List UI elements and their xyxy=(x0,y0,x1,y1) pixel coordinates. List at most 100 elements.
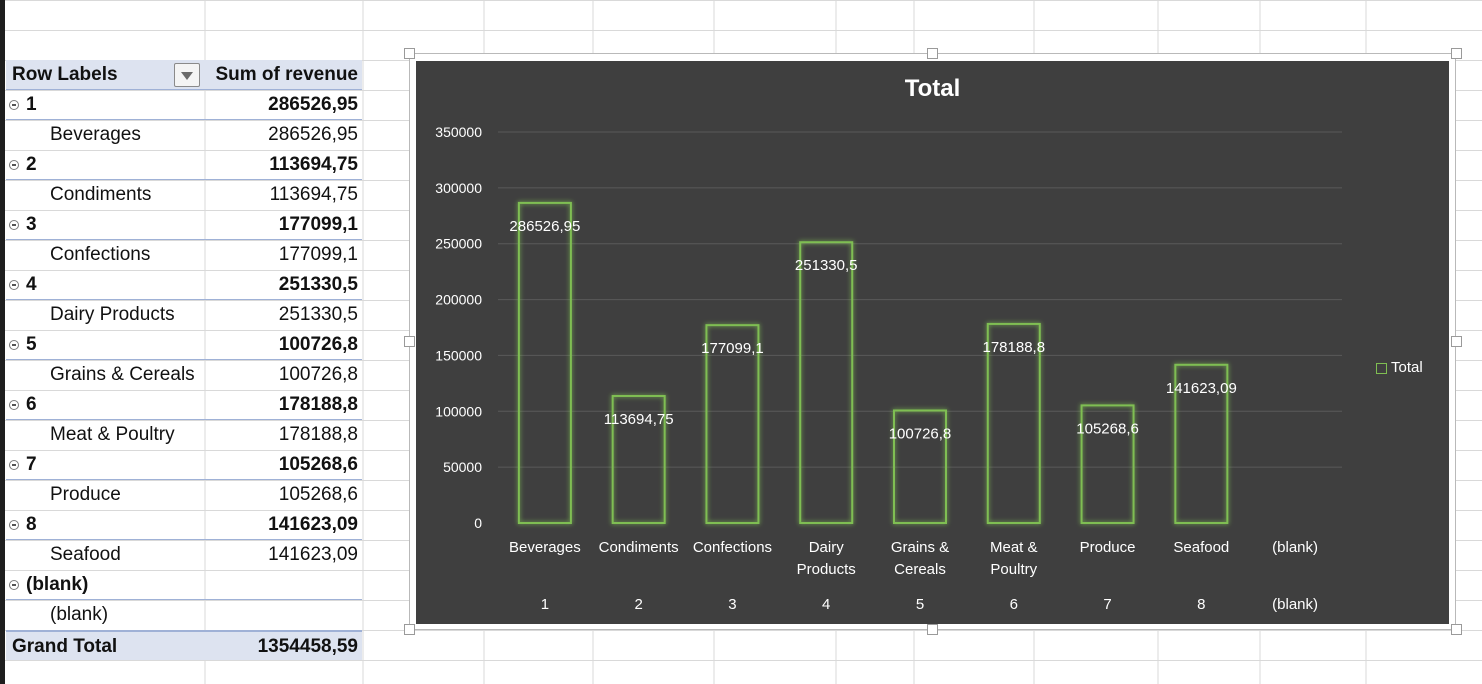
legend-label: Total xyxy=(1391,359,1423,376)
x-outer-category-label: 8 xyxy=(1197,596,1206,613)
resize-handle-bottom-left[interactable] xyxy=(404,624,415,635)
pivot-child-row[interactable]: Dairy Products 251330,5 xyxy=(6,300,362,330)
collapse-icon[interactable] xyxy=(9,100,19,110)
pivot-group-row[interactable]: 7 105268,6 xyxy=(6,450,362,480)
y-tick-label: 350000 xyxy=(435,124,482,140)
x-outer-category-label: 4 xyxy=(822,596,831,613)
child-label: Condiments xyxy=(50,184,152,205)
data-label[interactable]: 113694,75 xyxy=(604,411,674,428)
pivot-child-row[interactable]: Meat & Poultry 178188,8 xyxy=(6,420,362,450)
pivot-child-row[interactable]: Beverages 286526,95 xyxy=(6,120,362,150)
pivot-group-row[interactable]: 3 177099,1 xyxy=(6,210,362,240)
y-tick-label: 100000 xyxy=(435,403,482,419)
y-tick-label: 300000 xyxy=(435,180,482,196)
resize-handle-top-right[interactable] xyxy=(1451,48,1462,59)
group-label: 2 xyxy=(26,154,37,175)
bar[interactable] xyxy=(799,241,854,524)
data-label[interactable]: 141623,09 xyxy=(1166,380,1237,397)
child-value: 178188,8 xyxy=(278,424,358,445)
pivot-chart[interactable]: 0 50000 100000 150000 200000 250000 300000 3500… xyxy=(416,61,1449,624)
bar[interactable] xyxy=(986,322,1041,524)
window-edge xyxy=(0,0,5,684)
child-value: 100726,8 xyxy=(278,364,358,385)
y-tick-label: 50000 xyxy=(443,459,482,475)
group-total: 105268,6 xyxy=(278,454,358,475)
bar[interactable] xyxy=(517,201,572,524)
x-category-label: Beverages xyxy=(509,539,581,556)
collapse-icon[interactable] xyxy=(9,520,19,530)
grand-total-row[interactable]: Grand Total 1354458,59 xyxy=(6,630,362,660)
group-label: 3 xyxy=(26,214,37,235)
pivot-group-row[interactable]: 6 178188,8 xyxy=(6,390,362,420)
data-label[interactable]: 178188,8 xyxy=(982,339,1045,356)
bar[interactable] xyxy=(705,324,760,524)
group-label: 4 xyxy=(26,274,37,295)
group-total: 251330,5 xyxy=(278,274,358,295)
child-value: 177099,1 xyxy=(278,244,358,265)
child-value: 286526,95 xyxy=(268,124,358,145)
resize-handle-top[interactable] xyxy=(927,48,938,59)
legend-swatch xyxy=(1376,363,1387,374)
pivot-group-row[interactable]: 2 113694,75 xyxy=(6,150,362,180)
pivot-child-row[interactable]: Grains & Cereals 100726,8 xyxy=(6,360,362,390)
resize-handle-bottom[interactable] xyxy=(927,624,938,635)
bar[interactable] xyxy=(1174,363,1229,524)
collapse-icon[interactable] xyxy=(9,280,19,290)
x-category-label: Confections xyxy=(692,539,773,556)
collapse-icon[interactable] xyxy=(9,220,19,230)
x-category-label: Meat & Poultry xyxy=(990,539,1038,578)
y-tick-label: 200000 xyxy=(435,292,482,308)
pivot-group-row[interactable]: 5 100726,8 xyxy=(6,330,362,360)
collapse-icon[interactable] xyxy=(9,580,19,590)
pivot-group-row[interactable]: 4 251330,5 xyxy=(6,270,362,300)
x-outer-category-label: 6 xyxy=(1009,596,1018,613)
pivot-child-row[interactable]: Condiments 113694,75 xyxy=(6,180,362,210)
pivot-child-row[interactable]: Confections 177099,1 xyxy=(6,240,362,270)
chart-plot: 0 50000 100000 150000 200000 250000 300000 3500… xyxy=(435,124,1342,531)
pivot-child-row[interactable]: Seafood 141623,09 xyxy=(6,540,362,570)
resize-handle-left[interactable] xyxy=(404,336,415,347)
y-tick-label: 150000 xyxy=(435,347,482,363)
pivot-group-row[interactable]: 1 286526,95 xyxy=(6,90,362,120)
x-category-label: Dairy Products xyxy=(796,539,856,578)
child-label: Beverages xyxy=(50,124,141,145)
row-labels-header[interactable]: Row Labels xyxy=(12,64,118,85)
y-tick-label: 0 xyxy=(474,515,482,531)
child-label: (blank) xyxy=(50,604,109,625)
resize-handle-top-left[interactable] xyxy=(404,48,415,59)
bar[interactable] xyxy=(893,409,947,525)
resize-handle-bottom-right[interactable] xyxy=(1451,624,1462,635)
collapse-icon[interactable] xyxy=(9,400,19,410)
data-label[interactable]: 105268,6 xyxy=(1076,420,1139,437)
x-outer-category-label: (blank) xyxy=(1272,596,1319,613)
chart-title[interactable]: Total xyxy=(904,75,961,102)
y-tick-label: 250000 xyxy=(435,236,482,252)
collapse-icon[interactable] xyxy=(9,340,19,350)
child-value: 141623,09 xyxy=(268,544,358,565)
collapse-icon[interactable] xyxy=(9,160,19,170)
bar[interactable] xyxy=(611,394,666,524)
resize-handle-right[interactable] xyxy=(1451,336,1462,347)
data-label[interactable]: 100726,8 xyxy=(889,425,952,442)
child-label: Grains & Cereals xyxy=(50,364,195,385)
x-category-label: Produce xyxy=(1079,539,1136,556)
sum-of-revenue-header[interactable]: Sum of revenue xyxy=(215,64,358,85)
collapse-icon[interactable] xyxy=(9,460,19,470)
group-total: 113694,75 xyxy=(269,154,358,175)
bar[interactable] xyxy=(1080,404,1135,524)
data-label[interactable]: 251330,5 xyxy=(795,257,858,274)
pivot-child-row[interactable]: (blank) xyxy=(6,600,362,630)
group-label: (blank) xyxy=(26,574,89,595)
group-label: 8 xyxy=(26,514,37,535)
child-label: Seafood xyxy=(50,544,121,565)
pivot-child-row[interactable]: Produce 105268,6 xyxy=(6,480,362,510)
child-label: Confections xyxy=(50,244,151,265)
data-label[interactable]: 286526,95 xyxy=(509,218,580,235)
filter-dropdown-icon[interactable] xyxy=(174,63,200,87)
pivot-group-row[interactable]: 8 141623,09 xyxy=(6,510,362,540)
data-label[interactable]: 177099,1 xyxy=(701,340,764,357)
pivot-group-row[interactable]: (blank) xyxy=(6,570,362,600)
group-total: 178188,8 xyxy=(278,394,358,415)
x-category-label: Grains & Cereals xyxy=(890,539,950,578)
x-outer-category-label: 2 xyxy=(634,596,643,613)
